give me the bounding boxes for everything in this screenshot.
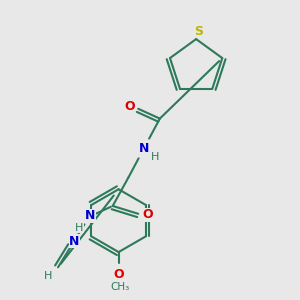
Text: S: S <box>195 25 204 38</box>
Text: O: O <box>143 208 153 221</box>
Text: H: H <box>151 152 159 162</box>
Text: N: N <box>69 235 80 248</box>
Text: CH₃: CH₃ <box>110 282 129 292</box>
Text: H: H <box>44 271 52 281</box>
Text: O: O <box>124 100 135 113</box>
Text: O: O <box>113 268 124 281</box>
Text: N: N <box>139 142 149 154</box>
Text: N: N <box>85 209 95 222</box>
Text: H: H <box>75 223 83 232</box>
